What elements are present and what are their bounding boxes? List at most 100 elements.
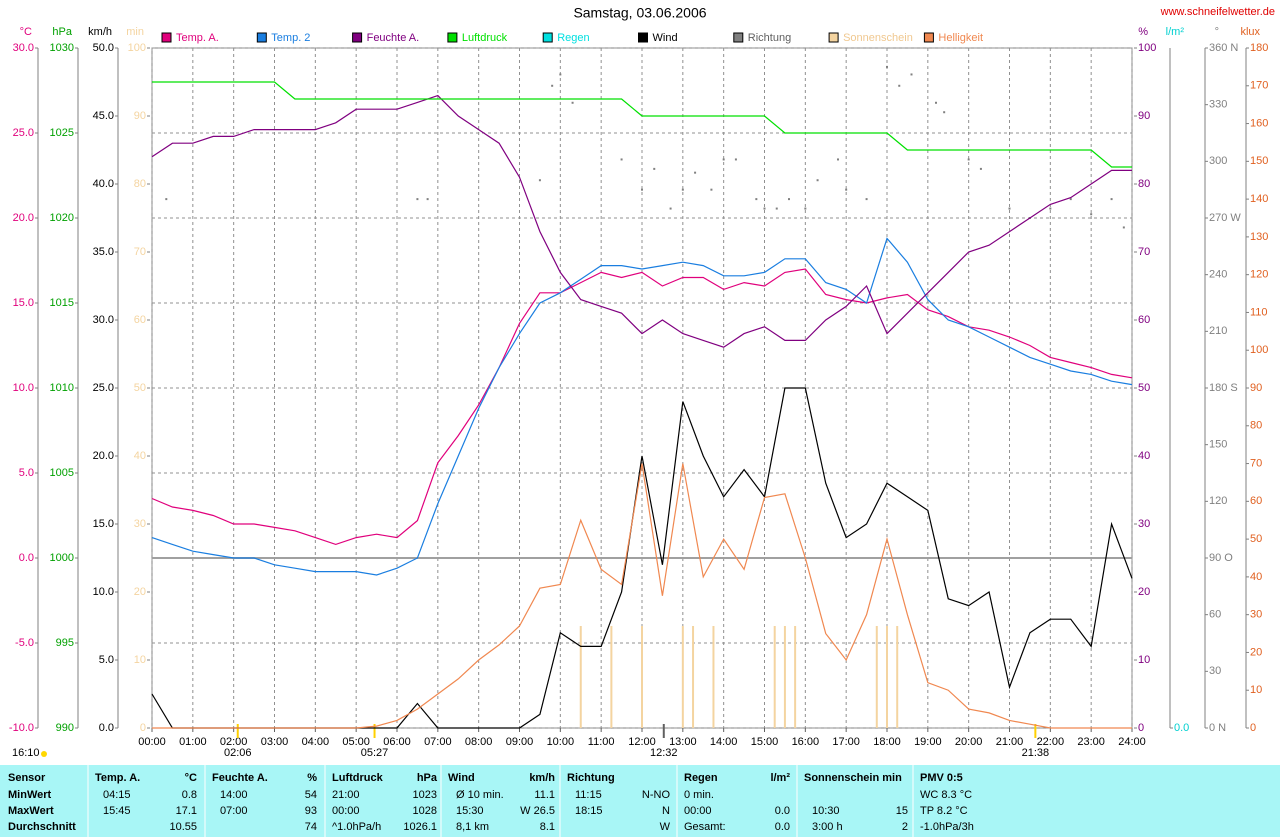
y-tick-label: 20 (1250, 646, 1262, 658)
y-tick-label: 40 (1138, 450, 1150, 462)
y-tick-label: 35.0 (93, 246, 114, 258)
stats-background (0, 765, 1280, 837)
cell-value: 2 (902, 821, 908, 833)
direction-dot (910, 73, 913, 76)
legend-swatch (638, 32, 648, 43)
series-line (151, 237, 1133, 576)
axis-unit: % (1138, 26, 1148, 38)
y-tick-label: 300 (1209, 155, 1227, 167)
y-tick-label: 160 (1250, 117, 1268, 129)
cell-value: 0.0 (775, 805, 790, 817)
y-tick-label: -5.0 (15, 637, 34, 649)
legend-label: Temp. 2 (271, 32, 310, 44)
cell-value: 11.1 (534, 789, 555, 801)
cell-time: 07:00 (220, 805, 248, 817)
y-tick-label: 90 (134, 110, 146, 122)
y-tick-label: 90 (1138, 110, 1150, 122)
x-tick-label: 23:00 (1077, 736, 1105, 748)
y-tick-label: 50.0 (93, 42, 114, 54)
x-tick-label: 02:00 (220, 736, 248, 748)
legend-label: Richtung (748, 32, 791, 44)
x-tick-label: 15:00 (751, 736, 779, 748)
source-link: www.schneifelwetter.de (1160, 6, 1275, 18)
column-header: Regen (684, 772, 718, 784)
cell-time: WC 8.3 °C (920, 789, 972, 801)
y-tick-label: 30 (1250, 609, 1262, 621)
cell-value: N (662, 805, 670, 817)
column-header: Luftdruck (332, 772, 384, 784)
legend-label: Wind (653, 32, 678, 44)
direction-dot (571, 101, 574, 104)
direction-dot (416, 198, 419, 201)
direction-dot (681, 188, 684, 191)
direction-dot (620, 158, 623, 161)
x-tick-label: 24:00 (1118, 736, 1146, 748)
y-tick-label: 40 (134, 450, 146, 462)
x-tick-label: 07:00 (424, 736, 452, 748)
axis-unit: ° (1215, 26, 1219, 38)
direction-dot (165, 198, 168, 201)
row-label: MinWert (8, 789, 52, 801)
cell-time: 00:00 (332, 805, 360, 817)
direction-dot (775, 207, 778, 210)
y-tick-label: 10 (1250, 684, 1262, 696)
x-tick-label: 21:00 (996, 736, 1024, 748)
sunshine-bar (712, 626, 715, 728)
series-line (152, 463, 1132, 729)
cell-time: ^1.0hPa/h (332, 821, 381, 833)
legend-swatch (352, 32, 363, 43)
axis-unit: °C (20, 26, 32, 38)
cell-time: 0 min. (684, 789, 714, 801)
cell-time: 10:30 (812, 805, 840, 817)
y-tick-label: 100 (1138, 42, 1156, 54)
cell-time: 15:45 (103, 805, 131, 817)
direction-dot (538, 179, 541, 182)
x-tick-label: 13:00 (669, 736, 697, 748)
y-tick-label: 180 (1250, 42, 1268, 54)
y-tick-label: 100 (1250, 344, 1268, 356)
sun-time-label: 12:32 (650, 747, 678, 759)
column-header: Richtung (567, 772, 615, 784)
cell-value: N-NO (642, 789, 671, 801)
y-tick-label: 10 (1138, 654, 1150, 666)
axis-unit: hPa (52, 26, 72, 38)
cell-value: 1028 (413, 805, 437, 817)
legend-label: Temp. A. (176, 32, 219, 44)
y-tick-label: 45.0 (93, 110, 114, 122)
x-tick-label: 01:00 (179, 736, 207, 748)
y-tick-label: 40.0 (93, 178, 114, 190)
cell-value: 0.8 (182, 789, 197, 801)
y-tick-label: 240 (1209, 269, 1227, 281)
sunshine-bar (875, 626, 878, 728)
x-tick-label: 00:00 (138, 736, 166, 748)
y-tick-label: 1025 (50, 127, 74, 139)
row-label: Durchschnitt (8, 821, 76, 833)
x-tick-label: 11:00 (588, 736, 615, 748)
cell-time: 21:00 (332, 789, 360, 801)
legend-label: Sonnenschein (843, 32, 913, 44)
direction-dot (710, 188, 713, 191)
sunshine-bar (579, 626, 582, 728)
direction-dot (1122, 226, 1125, 229)
direction-dot (804, 207, 807, 210)
sunshine-bar (886, 626, 888, 728)
y-tick-label: 270 W (1209, 212, 1241, 224)
y-tick-label: 30 (134, 518, 146, 530)
y-tick-label: 70 (1250, 457, 1262, 469)
cell-time: 00:00 (684, 805, 712, 817)
sun-time-label: 02:06 (224, 747, 252, 759)
x-tick-label: 03:00 (261, 736, 289, 748)
legend-swatch (923, 32, 934, 43)
x-tick-label: 10:00 (547, 736, 575, 748)
direction-dot (755, 198, 758, 201)
y-tick-label: 15.0 (93, 518, 114, 530)
y-tick-label: 20.0 (93, 450, 114, 462)
cell-value: 1023 (413, 789, 437, 801)
direction-dot (559, 73, 562, 76)
series-line (152, 81, 1132, 168)
direction-dot (788, 198, 790, 201)
direction-dot (943, 111, 946, 114)
y-tick-label: 0.0 (19, 552, 34, 564)
y-tick-label: 150 (1209, 439, 1227, 451)
